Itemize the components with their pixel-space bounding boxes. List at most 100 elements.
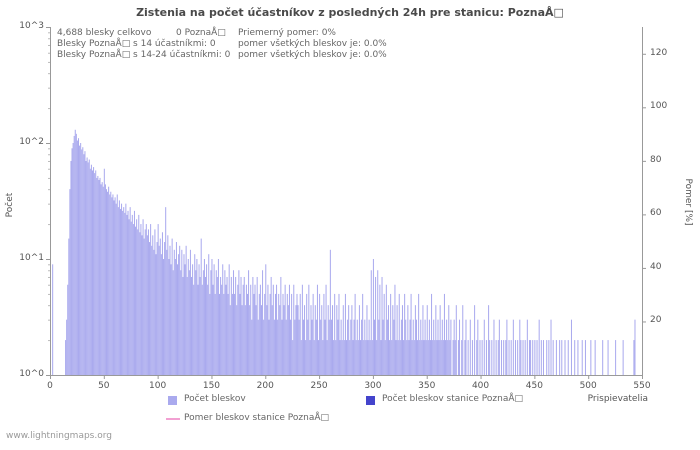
bar xyxy=(512,319,514,375)
bar xyxy=(546,340,548,375)
bar xyxy=(99,177,101,375)
bar xyxy=(114,197,116,375)
bar xyxy=(249,305,251,375)
stat-line3-ratio: pomer všetkých bleskov je: 0.0% xyxy=(238,50,387,60)
bar xyxy=(193,284,195,375)
bar xyxy=(196,259,198,375)
bar xyxy=(282,293,284,375)
bar xyxy=(488,305,490,375)
y-axis-left-tick-label: 10^2 xyxy=(19,137,44,147)
y-axis-left-tick-label: 10^0 xyxy=(19,369,44,379)
bar xyxy=(298,319,300,375)
bar xyxy=(149,242,151,375)
bar xyxy=(183,254,185,375)
bar xyxy=(151,245,153,375)
bar xyxy=(383,293,385,375)
bar xyxy=(73,135,75,375)
bar xyxy=(124,212,126,375)
bar xyxy=(139,232,141,375)
bar xyxy=(341,340,343,375)
bar xyxy=(427,340,429,375)
bar xyxy=(89,168,91,375)
bar xyxy=(290,319,292,375)
bar xyxy=(169,245,171,375)
bar xyxy=(520,340,522,375)
bar xyxy=(217,259,219,375)
bar xyxy=(265,264,267,375)
bar xyxy=(435,305,437,375)
x-axis-tick-label: 350 xyxy=(418,381,436,391)
bar xyxy=(322,340,324,375)
bar xyxy=(172,270,174,375)
bar xyxy=(328,319,330,375)
bar xyxy=(307,319,309,375)
bar xyxy=(115,203,117,375)
watermark-link: www.lightningmaps.org xyxy=(6,431,112,441)
bar xyxy=(369,340,371,375)
bar xyxy=(128,219,130,375)
bar xyxy=(287,305,289,375)
bar xyxy=(477,319,479,375)
bar xyxy=(253,293,255,375)
bar xyxy=(395,340,397,375)
bar xyxy=(104,184,106,375)
chart-title: Zistenia na počet účastníkov z poslednýc… xyxy=(136,6,564,19)
bar xyxy=(491,340,493,375)
bar xyxy=(400,319,402,375)
stat-average-ratio: Priemerný pomer: 0% xyxy=(238,28,336,38)
bar xyxy=(197,284,199,375)
bar xyxy=(278,293,280,375)
bar xyxy=(464,340,466,375)
bar xyxy=(288,284,290,375)
bar xyxy=(178,254,180,375)
bar xyxy=(108,186,110,375)
x-axis-tick-label: 300 xyxy=(364,381,382,391)
bar xyxy=(380,340,382,375)
bar xyxy=(433,319,435,375)
bar xyxy=(107,191,109,375)
bar xyxy=(365,340,367,375)
bar xyxy=(373,319,376,375)
bar xyxy=(142,219,144,375)
bar xyxy=(68,238,70,375)
bar xyxy=(405,319,407,375)
bar xyxy=(452,340,454,375)
bar xyxy=(366,305,368,375)
bar xyxy=(216,276,218,375)
bar xyxy=(121,203,123,375)
bar xyxy=(348,305,350,375)
bar xyxy=(423,340,425,375)
bar xyxy=(158,245,160,375)
bar xyxy=(243,276,245,375)
bar xyxy=(199,276,201,375)
bar xyxy=(358,305,360,375)
legend-label-total-strikes: Počet bleskov xyxy=(184,394,246,404)
bar xyxy=(508,340,510,375)
bar xyxy=(165,207,167,375)
bar xyxy=(293,284,295,375)
bar xyxy=(334,293,336,375)
bar xyxy=(353,319,355,375)
x-axis-tick-label: 150 xyxy=(202,381,221,391)
bar xyxy=(350,319,352,375)
bar xyxy=(83,154,85,375)
y-axis-left-tick-label: 10^1 xyxy=(19,253,44,263)
x-axis-tick-label: 100 xyxy=(149,381,167,391)
bar xyxy=(455,305,457,375)
bar xyxy=(633,340,635,375)
bar xyxy=(152,235,154,375)
bar xyxy=(227,293,229,375)
bar xyxy=(188,270,190,375)
bar xyxy=(442,340,444,375)
bar xyxy=(356,319,358,375)
bar xyxy=(280,276,282,375)
bar xyxy=(425,340,427,375)
bar xyxy=(393,319,395,375)
bar xyxy=(449,340,451,375)
bar xyxy=(338,293,340,375)
bar xyxy=(503,340,505,375)
bar xyxy=(297,305,299,375)
bar xyxy=(81,149,83,375)
bar xyxy=(171,238,173,375)
bar xyxy=(381,276,383,375)
